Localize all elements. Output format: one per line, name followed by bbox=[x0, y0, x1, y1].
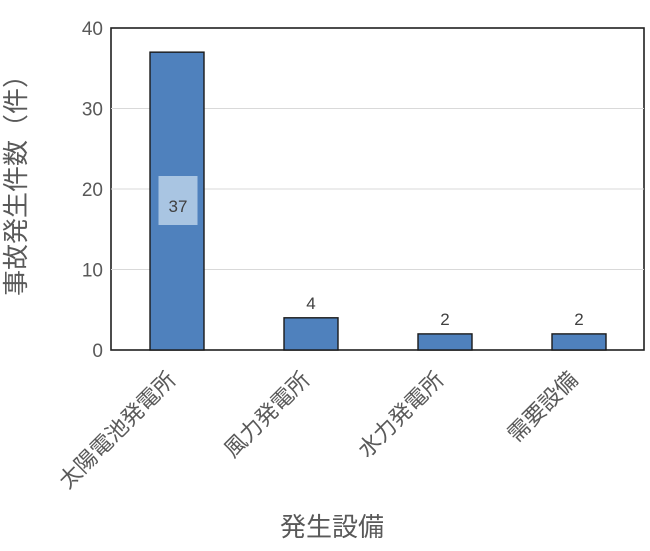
svg-text:需要設備: 需要設備 bbox=[503, 367, 583, 447]
svg-text:10: 10 bbox=[82, 261, 103, 282]
svg-text:0: 0 bbox=[92, 341, 103, 362]
svg-text:2: 2 bbox=[574, 310, 583, 329]
svg-text:2: 2 bbox=[440, 310, 449, 329]
svg-text:30: 30 bbox=[82, 100, 103, 121]
svg-text:風力発電所: 風力発電所 bbox=[219, 367, 314, 462]
svg-text:40: 40 bbox=[82, 19, 103, 40]
svg-text:発生設備: 発生設備 bbox=[280, 512, 384, 542]
svg-text:事故発生件数（件）: 事故発生件数（件） bbox=[1, 62, 31, 296]
svg-text:20: 20 bbox=[82, 180, 103, 201]
svg-text:水力発電所: 水力発電所 bbox=[353, 367, 448, 462]
svg-text:37: 37 bbox=[169, 197, 188, 216]
svg-text:4: 4 bbox=[306, 294, 315, 313]
svg-text:太陽電池発電所: 太陽電池発電所 bbox=[54, 367, 181, 494]
